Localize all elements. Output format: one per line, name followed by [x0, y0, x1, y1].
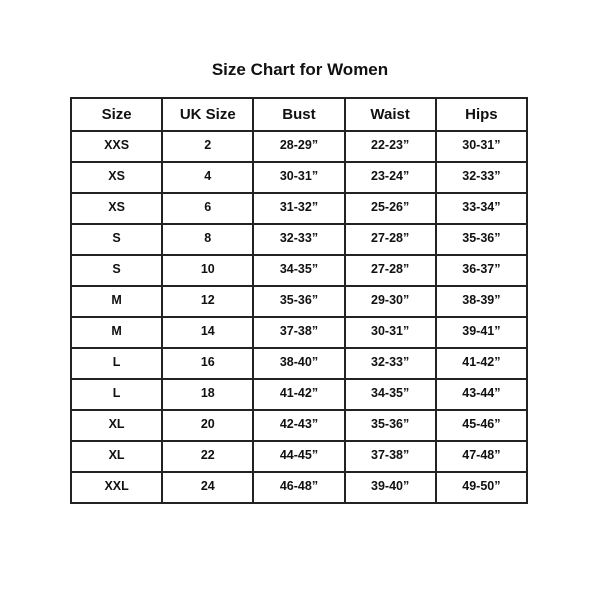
column-header: Size — [69, 97, 164, 132]
table-cell: 39-40” — [343, 471, 437, 504]
table-cell: S — [69, 254, 164, 287]
table-cell: 45-46” — [434, 409, 529, 442]
table-cell: 12 — [161, 285, 255, 318]
table-cell: S — [69, 223, 164, 256]
table-cell: 35-36” — [343, 409, 437, 442]
table-row: S 8 32-33” 27-28” 35-36” — [69, 223, 529, 256]
table-cell: XXS — [69, 130, 164, 163]
table-row: L 16 38-40” 32-33” 41-42” — [69, 347, 529, 380]
table-cell: M — [69, 285, 164, 318]
table-cell: 35-36” — [252, 285, 346, 318]
table-cell: 39-41” — [434, 316, 529, 349]
table-cell: 29-30” — [343, 285, 437, 318]
table-cell: 42-43” — [252, 409, 346, 442]
table-cell: L — [69, 347, 164, 380]
table-row: XS 4 30-31” 23-24” 32-33” — [69, 161, 529, 194]
table-cell: 16 — [161, 347, 255, 380]
table-cell: 32-33” — [434, 161, 529, 194]
table-cell: 46-48” — [252, 471, 346, 504]
header-row: Size UK Size Bust Waist Hips — [69, 97, 529, 132]
table-row: XS 6 31-32” 25-26” 33-34” — [69, 192, 529, 225]
table-cell: 34-35” — [252, 254, 346, 287]
table-cell: 41-42” — [252, 378, 346, 411]
table-cell: 32-33” — [252, 223, 346, 256]
table-cell: 44-45” — [252, 440, 346, 473]
table-cell: 27-28” — [343, 223, 437, 256]
table-cell: 22 — [161, 440, 255, 473]
table-cell: 24 — [161, 471, 255, 504]
table-cell: 37-38” — [252, 316, 346, 349]
size-chart-table: Size UK Size Bust Waist Hips XXS 2 28-29” 22-23… — [69, 97, 529, 504]
table-cell: 14 — [161, 316, 255, 349]
table-cell: XS — [69, 161, 164, 194]
table-row: XL 20 42-43” 35-36” 45-46” — [69, 409, 529, 442]
table-cell: 27-28” — [343, 254, 437, 287]
table-cell: 34-35” — [343, 378, 437, 411]
table-cell: 4 — [161, 161, 255, 194]
table-cell: 22-23” — [343, 130, 437, 163]
column-header: Bust — [252, 97, 346, 132]
table-row: S 10 34-35” 27-28” 36-37” — [69, 254, 529, 287]
column-header: Waist — [343, 97, 437, 132]
table-cell: 2 — [161, 130, 255, 163]
table-cell: M — [69, 316, 164, 349]
table-row: L 18 41-42” 34-35” 43-44” — [69, 378, 529, 411]
table-cell: L — [69, 378, 164, 411]
table-cell: 38-40” — [252, 347, 346, 380]
table-cell: XL — [69, 440, 164, 473]
table-cell: 43-44” — [434, 378, 529, 411]
table-cell: 33-34” — [434, 192, 529, 225]
table-cell: 6 — [161, 192, 255, 225]
table-cell: 10 — [161, 254, 255, 287]
table-cell: 38-39” — [434, 285, 529, 318]
table-cell: XXL — [69, 471, 164, 504]
table-cell: 35-36” — [434, 223, 529, 256]
table-cell: 28-29” — [252, 130, 346, 163]
table-cell: XS — [69, 192, 164, 225]
column-header: Hips — [434, 97, 529, 132]
table-cell: 30-31” — [343, 316, 437, 349]
table-cell: 49-50” — [434, 471, 529, 504]
table-cell: 41-42” — [434, 347, 529, 380]
column-header: UK Size — [161, 97, 255, 132]
table-row: XL 22 44-45” 37-38” 47-48” — [69, 440, 529, 473]
table-cell: 25-26” — [343, 192, 437, 225]
table-cell: 37-38” — [343, 440, 437, 473]
table-cell: 30-31” — [252, 161, 346, 194]
table-row: XXL 24 46-48” 39-40” 49-50” — [69, 471, 529, 504]
table-cell: 18 — [161, 378, 255, 411]
table-row: M 14 37-38” 30-31” 39-41” — [69, 316, 529, 349]
table-row: XXS 2 28-29” 22-23” 30-31” — [69, 130, 529, 163]
table-body: XXS 2 28-29” 22-23” 30-31” XS 4 30-31” 23-24” 32-… — [69, 130, 529, 504]
table-cell: 30-31” — [434, 130, 529, 163]
table-cell: 20 — [161, 409, 255, 442]
page-title: Size Chart for Women — [211, 60, 389, 79]
table-cell: 8 — [161, 223, 255, 256]
table-cell: 47-48” — [434, 440, 529, 473]
table-row: M 12 35-36” 29-30” 38-39” — [69, 285, 529, 318]
table-cell: XL — [69, 409, 164, 442]
table-cell: 36-37” — [434, 254, 529, 287]
table-cell: 23-24” — [343, 161, 437, 194]
table-cell: 32-33” — [343, 347, 437, 380]
table-cell: 31-32” — [252, 192, 346, 225]
